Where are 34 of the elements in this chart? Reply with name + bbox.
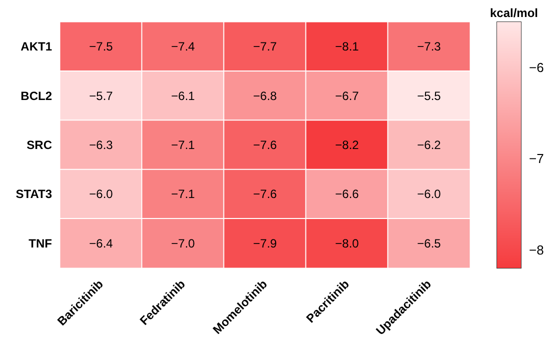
data-label: −6.7 — [335, 88, 360, 103]
data-label: −7.5 — [89, 40, 114, 54]
data-label: −8.1 — [335, 40, 360, 54]
data-label: −6.6 — [335, 187, 360, 202]
data-label: −7.4 — [171, 40, 196, 54]
data-label: −7.6 — [253, 187, 278, 202]
data-label: −7.9 — [253, 236, 278, 250]
data-label: −6.8 — [253, 88, 278, 103]
data-label: −6.1 — [171, 88, 196, 103]
data-label: −6.4 — [89, 236, 114, 250]
data-label: −6.5 — [417, 236, 442, 250]
y-tick-label: STAT3 — [16, 187, 52, 202]
data-label: −6.2 — [417, 138, 442, 152]
y-tick-label: SRC — [26, 138, 52, 152]
data-label: −6.3 — [89, 138, 114, 152]
data-label: −7.7 — [253, 40, 278, 54]
data-label: −7.6 — [253, 138, 278, 152]
data-label: −8.0 — [335, 236, 360, 250]
data-label: −7.1 — [171, 187, 196, 202]
color-bar-title: kcal/mol — [490, 6, 538, 20]
data-label: −7.0 — [171, 236, 196, 250]
data-label: −7.3 — [417, 40, 442, 54]
y-tick-label: AKT1 — [20, 40, 52, 54]
y-tick-label: BCL2 — [20, 88, 52, 103]
data-label: −7.1 — [171, 138, 196, 152]
color-bar-label: −8 — [529, 242, 544, 258]
data-label: −5.5 — [417, 88, 442, 103]
data-label: −6.0 — [417, 187, 442, 202]
data-label: −6.0 — [89, 187, 114, 202]
y-tick-label: TNF — [28, 236, 52, 250]
data-label: −5.7 — [89, 88, 114, 103]
color-bar-label: −6 — [529, 60, 544, 76]
color-bar-label: −7 — [529, 151, 544, 166]
data-label: −8.2 — [335, 138, 360, 152]
